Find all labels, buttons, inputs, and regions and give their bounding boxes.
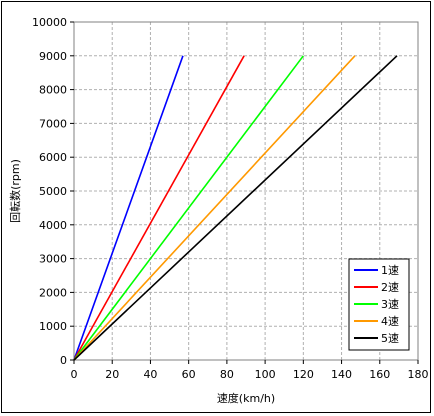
y-tick-label-3: 3000 [39,253,67,266]
x-tick-label-2: 40 [143,368,157,381]
legend: 1速 2速 3速 4速 5速 [348,258,410,351]
x-tick-label-1: 20 [105,368,119,381]
x-tick-label-8: 160 [369,368,390,381]
series-line-1 [73,55,184,361]
series-group [73,55,398,361]
legend-label-3: 3速 [381,298,399,311]
y-tick-label-10: 10000 [32,16,67,29]
series-line-2 [73,55,245,361]
legend-label-1: 1速 [381,264,399,277]
x-tick-label-4: 80 [220,368,234,381]
tick-labels: 0 20 40 60 80 100 120 140 160 180 0 1000 2000 3000 400… [32,16,429,381]
y-tick-label-4: 4000 [39,219,67,232]
y-tick-label-7: 7000 [39,117,67,130]
series-line-4 [73,55,356,361]
y-tick-label-8: 8000 [39,84,67,97]
series-line-5 [73,55,398,361]
legend-label-2: 2速 [381,281,399,294]
y-tick-label-6: 6000 [39,151,67,164]
series-line-3 [73,55,304,361]
legend-label-5: 5速 [381,332,399,345]
x-tick-label-9: 180 [408,368,429,381]
x-tick-label-6: 120 [293,368,314,381]
y-axis-label: 回転数(rpm) [9,159,22,223]
y-tick-label-5: 5000 [39,185,67,198]
x-tick-label-5: 100 [255,368,276,381]
x-tick-label-3: 60 [182,368,196,381]
legend-label-4: 4速 [381,315,399,328]
y-tick-label-1: 1000 [39,320,67,333]
x-axis-label: 速度(km/h) [217,391,275,405]
y-tick-label-9: 9000 [39,50,67,63]
x-tick-label-0: 0 [71,368,78,381]
x-tick-label-7: 140 [331,368,352,381]
y-tick-label-0: 0 [60,354,67,367]
y-tick-label-2: 2000 [39,286,67,299]
